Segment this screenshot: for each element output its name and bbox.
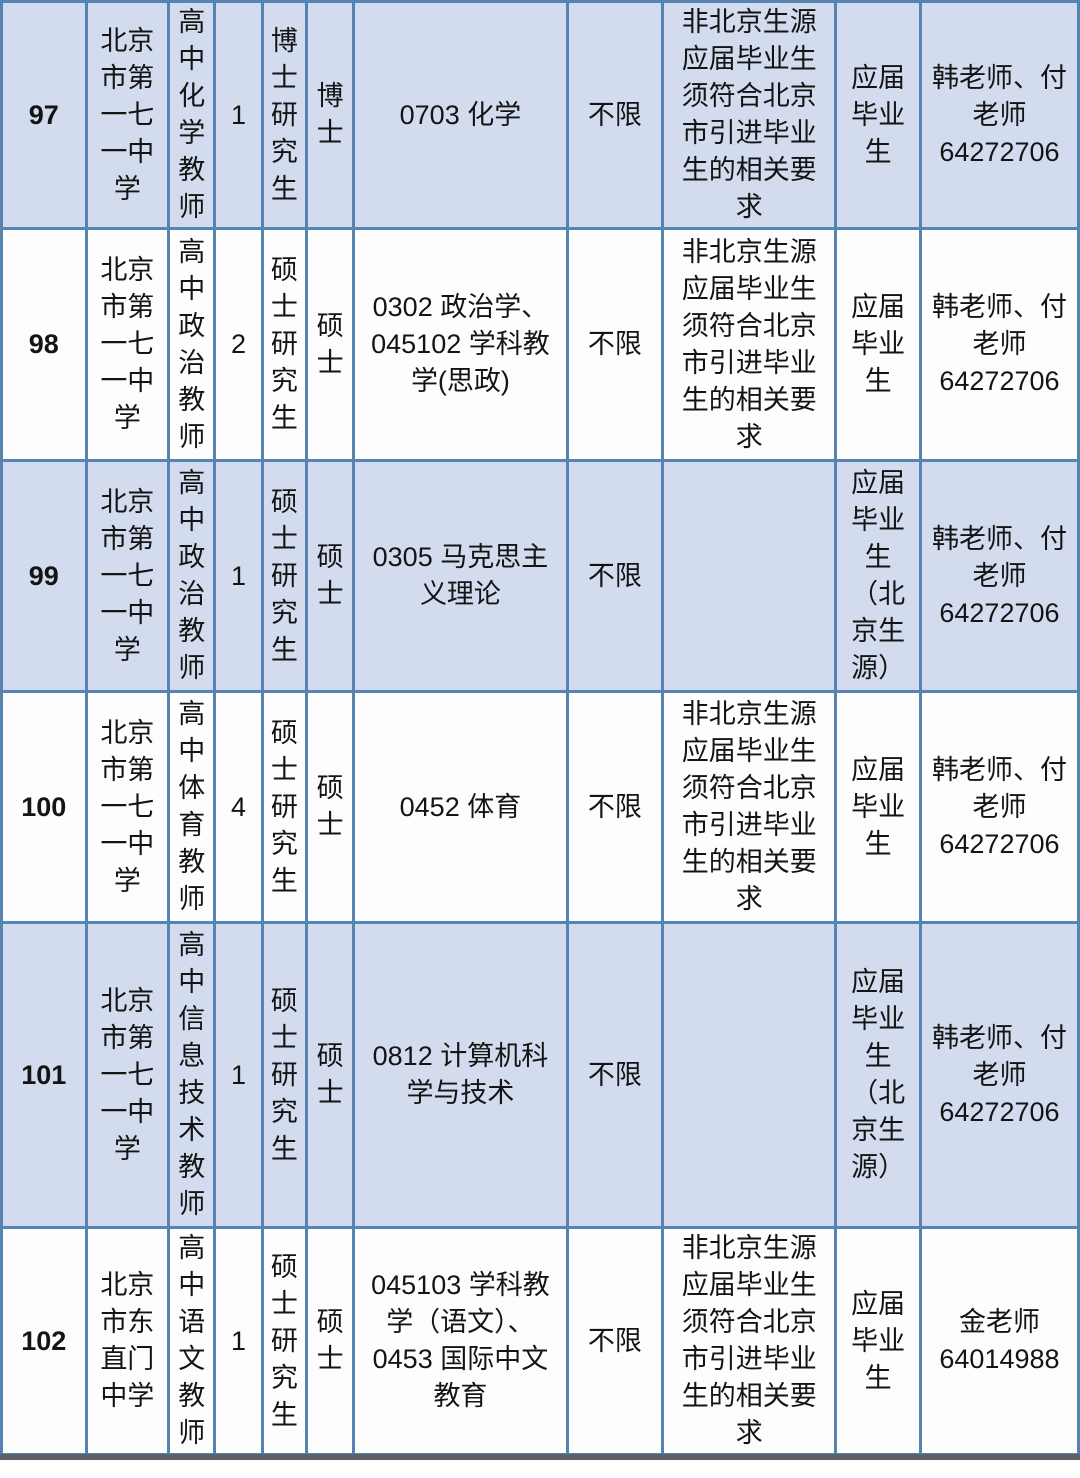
cell-degree: 硕 士: [304, 1226, 356, 1456]
cell-school-name: 北京 市第 一七 一中 学: [84, 690, 171, 924]
cell-serial-number: 99: [0, 459, 88, 693]
cell-contact: 韩老师、付 老师 64272706: [918, 227, 1080, 462]
cell-position: 高 中 政 治 教 师: [167, 227, 217, 462]
cell-serial-number: 98: [0, 227, 88, 462]
cell-school-name: 北京 市东 直门 中学: [84, 1226, 171, 1456]
cell-degree: 硕 士: [304, 459, 356, 693]
cell-serial-number: 101: [0, 921, 88, 1229]
cell-education-level: 硕 士 研 究 生: [260, 921, 308, 1229]
cell-school-name: 北京 市第 一七 一中 学: [84, 921, 171, 1229]
cell-source-requirement: 非北京生源 应届毕业生 须符合北京 市引进毕业 生的相关要 求: [661, 227, 838, 462]
cell-position: 高 中 政 治 教 师: [167, 459, 217, 693]
cell-source-requirement: 非北京生源 应届毕业生 须符合北京 市引进毕业 生的相关要 求: [661, 690, 838, 924]
cell-quota: 1: [213, 0, 264, 230]
cell-degree: 博 士: [304, 0, 356, 230]
cell-quota: 1: [213, 1226, 264, 1456]
cell-contact: 韩老师、付 老师 64272706: [918, 0, 1080, 230]
cell-quota: 1: [213, 459, 264, 693]
cell-household-limit: 不限: [565, 1226, 665, 1456]
table-row: 98 北京 市第 一七 一中 学 高 中 政 治 教 师 2 硕 士 研 究 生…: [0, 227, 1080, 462]
screenshot-bottom-edge: [0, 1454, 1080, 1460]
cell-major-codes: 0703 化学: [352, 0, 569, 230]
cell-candidate-type: 应届 毕业 生: [834, 1226, 922, 1456]
cell-quota: 1: [213, 921, 264, 1229]
cell-degree: 硕 士: [304, 690, 356, 924]
cell-source-requirement: [661, 459, 838, 693]
cell-school-name: 北京 市第 一七 一中 学: [84, 459, 171, 693]
cell-position: 高 中 体 育 教 师: [167, 690, 217, 924]
cell-serial-number: 102: [0, 1226, 88, 1456]
cell-household-limit: 不限: [565, 227, 665, 462]
cell-candidate-type: 应届 毕业 生 （北 京生 源）: [834, 921, 922, 1229]
cell-contact: 韩老师、付 老师 64272706: [918, 459, 1080, 693]
cell-degree: 硕 士: [304, 227, 356, 462]
cell-serial-number: 100: [0, 690, 88, 924]
cell-source-requirement: 非北京生源 应届毕业生 须符合北京 市引进毕业 生的相关要 求: [661, 0, 838, 230]
cell-major-codes: 0302 政治学、 045102 学科教 学(思政): [352, 227, 569, 462]
cell-education-level: 博 士 研 究 生: [260, 0, 308, 230]
cell-candidate-type: 应届 毕业 生: [834, 0, 922, 230]
cell-position: 高 中 语 文 教 师: [167, 1226, 217, 1456]
cell-education-level: 硕 士 研 究 生: [260, 459, 308, 693]
cell-education-level: 硕 士 研 究 生: [260, 1226, 308, 1456]
table-row: 100 北京 市第 一七 一中 学 高 中 体 育 教 师 4 硕 士 研 究 …: [0, 690, 1080, 924]
cell-candidate-type: 应届 毕业 生 （北 京生 源）: [834, 459, 922, 693]
cell-household-limit: 不限: [565, 690, 665, 924]
cell-contact: 韩老师、付 老师 64272706: [918, 690, 1080, 924]
cell-quota: 4: [213, 690, 264, 924]
table-row: 97 北京 市第 一七 一中 学 高 中 化 学 教 师 1 博 士 研 究 生…: [0, 0, 1080, 230]
cell-position: 高 中 信 息 技 术 教 师: [167, 921, 217, 1229]
cell-household-limit: 不限: [565, 0, 665, 230]
cell-serial-number: 97: [0, 0, 88, 230]
cell-quota: 2: [213, 227, 264, 462]
cell-education-level: 硕 士 研 究 生: [260, 690, 308, 924]
table-row: 99 北京 市第 一七 一中 学 高 中 政 治 教 师 1 硕 士 研 究 生…: [0, 459, 1080, 693]
cell-school-name: 北京 市第 一七 一中 学: [84, 0, 171, 230]
cell-household-limit: 不限: [565, 459, 665, 693]
cell-major-codes: 0305 马克思主 义理论: [352, 459, 569, 693]
table-row: 101 北京 市第 一七 一中 学 高 中 信 息 技 术 教 师 1 硕 士 …: [0, 921, 1080, 1229]
cell-household-limit: 不限: [565, 921, 665, 1229]
cell-major-codes: 0452 体育: [352, 690, 569, 924]
cell-contact: 韩老师、付 老师 64272706: [918, 921, 1080, 1229]
cell-major-codes: 045103 学科教 学（语文）、 0453 国际中文 教育: [352, 1226, 569, 1456]
cell-source-requirement: 非北京生源 应届毕业生 须符合北京 市引进毕业 生的相关要 求: [661, 1226, 838, 1456]
table-row: 102 北京 市东 直门 中学 高 中 语 文 教 师 1 硕 士 研 究 生 …: [0, 1226, 1080, 1456]
cell-school-name: 北京 市第 一七 一中 学: [84, 227, 171, 462]
cell-degree: 硕 士: [304, 921, 356, 1229]
cell-education-level: 硕 士 研 究 生: [260, 227, 308, 462]
cell-position: 高 中 化 学 教 师: [167, 0, 217, 230]
cell-candidate-type: 应届 毕业 生: [834, 227, 922, 462]
cell-major-codes: 0812 计算机科 学与技术: [352, 921, 569, 1229]
cell-source-requirement: [661, 921, 838, 1229]
cell-contact: 金老师 64014988: [918, 1226, 1080, 1456]
cell-candidate-type: 应届 毕业 生: [834, 690, 922, 924]
